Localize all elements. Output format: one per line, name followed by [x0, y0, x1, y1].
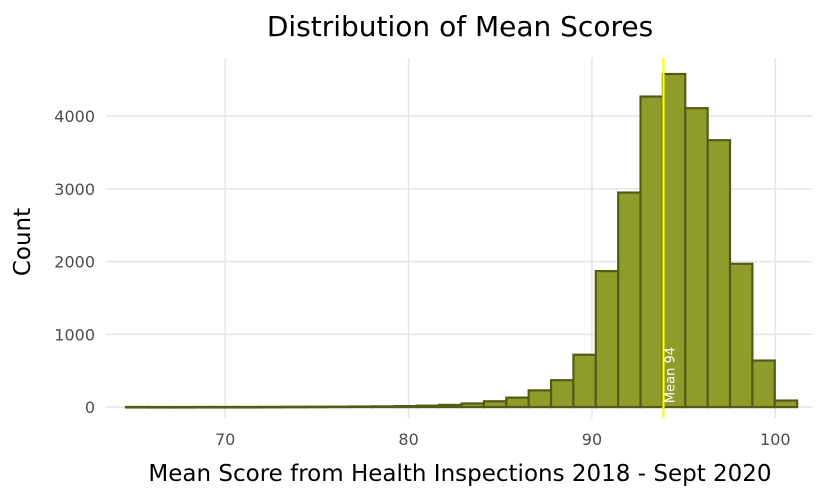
mean-label: Mean 94: [663, 347, 678, 403]
x-axis-ticks: 70 80 90 100: [215, 430, 791, 449]
y-tick-label: 4000: [54, 107, 95, 126]
histogram-bar: [281, 405, 307, 409]
x-tick-label: 80: [398, 430, 418, 449]
histogram-bar: [639, 95, 665, 409]
histogram-bars: [124, 72, 799, 409]
histogram-bar: [147, 405, 172, 409]
grid-lines: [106, 58, 812, 418]
histogram-bar: [505, 396, 530, 409]
histogram-bar: [572, 353, 597, 409]
histogram-bar: [348, 405, 374, 409]
histogram-bar: [259, 405, 284, 409]
histogram-bar: [594, 269, 620, 409]
histogram-bar: [482, 400, 508, 409]
histogram-bar: [192, 405, 217, 409]
histogram-bar: [393, 404, 418, 409]
histogram-bar: [527, 389, 553, 409]
x-axis-title: Mean Score from Health Inspections 2018 …: [148, 461, 771, 487]
histogram-bar: [415, 404, 441, 409]
histogram-bar: [438, 403, 463, 409]
histogram-bar: [236, 405, 262, 409]
histogram-bar: [370, 405, 396, 409]
y-axis-ticks: 0 1000 2000 3000 4000: [54, 107, 95, 417]
histogram-bar: [214, 405, 239, 409]
y-tick-label: 2000: [54, 253, 95, 272]
y-tick-label: 0: [85, 398, 95, 417]
histogram-bar: [326, 405, 351, 409]
mean-annotation: Mean 94: [662, 58, 678, 418]
histogram-bar: [728, 262, 754, 409]
histogram-bar: [684, 107, 709, 409]
histogram-bar: [773, 399, 799, 409]
histogram-bar: [303, 405, 329, 409]
histogram-bar: [751, 359, 776, 409]
histogram-bar: [706, 139, 732, 409]
x-tick-label: 100: [760, 430, 791, 449]
x-tick-label: 70: [215, 430, 235, 449]
histogram-bar: [549, 379, 575, 409]
y-tick-label: 3000: [54, 180, 95, 199]
chart-title: Distribution of Mean Scores: [267, 10, 653, 43]
histogram-bar: [124, 405, 150, 409]
y-tick-label: 1000: [54, 325, 95, 344]
histogram-bar: [169, 405, 195, 409]
y-axis-title: Count: [10, 208, 36, 276]
histogram-bar: [617, 191, 642, 409]
x-tick-label: 90: [582, 430, 602, 449]
histogram-bar: [460, 402, 486, 409]
